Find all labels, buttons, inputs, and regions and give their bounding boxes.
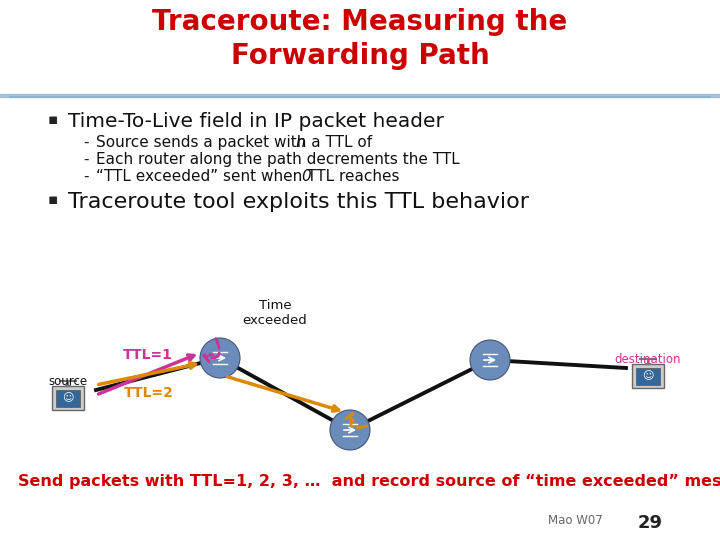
Text: -: - (83, 152, 89, 167)
Text: Traceroute: Measuring the
Forwarding Path: Traceroute: Measuring the Forwarding Pat… (153, 8, 567, 70)
FancyBboxPatch shape (632, 364, 664, 388)
Text: -: - (83, 169, 89, 184)
Text: source: source (48, 375, 88, 388)
Bar (0, 94, 720, 97)
Text: TTL=2: TTL=2 (124, 386, 174, 400)
FancyBboxPatch shape (56, 390, 80, 407)
Text: destination: destination (615, 353, 681, 366)
Circle shape (330, 410, 370, 450)
Text: ☺: ☺ (642, 371, 654, 381)
Text: Time
exceeded: Time exceeded (243, 299, 307, 327)
Text: ☺: ☺ (62, 393, 74, 403)
Text: TTL=1: TTL=1 (123, 348, 173, 362)
FancyBboxPatch shape (636, 368, 660, 385)
Text: -: - (83, 135, 89, 150)
Circle shape (200, 338, 240, 378)
Text: Source sends a packet with a TTL of: Source sends a packet with a TTL of (96, 135, 377, 150)
FancyArrowPatch shape (346, 413, 367, 428)
Text: 0: 0 (302, 169, 311, 184)
Text: ▪: ▪ (48, 112, 58, 127)
Text: Time-To-Live field in IP packet header: Time-To-Live field in IP packet header (68, 112, 444, 131)
FancyArrowPatch shape (204, 339, 220, 362)
Text: Traceroute tool exploits this TTL behavior: Traceroute tool exploits this TTL behavi… (68, 192, 529, 212)
Circle shape (470, 340, 510, 380)
Text: 29: 29 (638, 514, 663, 532)
Text: “TTL exceeded” sent when TTL reaches: “TTL exceeded” sent when TTL reaches (96, 169, 405, 184)
Text: n: n (296, 135, 305, 150)
Text: ▪: ▪ (48, 192, 58, 207)
Text: Each router along the path decrements the TTL: Each router along the path decrements th… (96, 152, 460, 167)
FancyBboxPatch shape (52, 386, 84, 410)
Text: Mao W07: Mao W07 (548, 514, 603, 527)
Text: Send packets with TTL=1, 2, 3, …  and record source of “time exceeded” message: Send packets with TTL=1, 2, 3, … and rec… (18, 474, 720, 489)
